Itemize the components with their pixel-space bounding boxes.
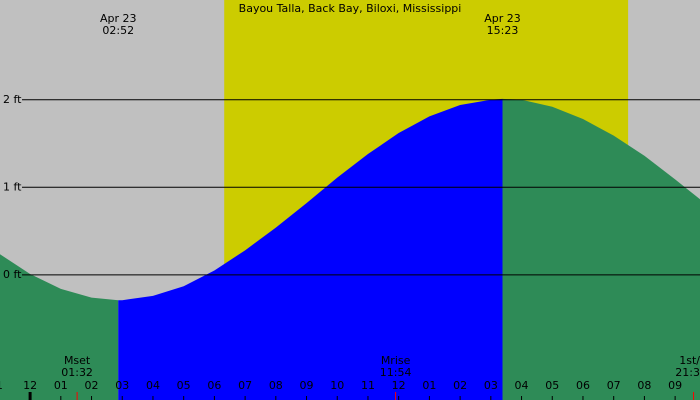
moon-event-time: 11:54: [380, 366, 412, 379]
moon-event-time: 01:32: [61, 366, 93, 379]
y-tick-label: 1 ft: [3, 180, 22, 193]
x-tick-label: 02: [85, 379, 99, 392]
x-tick-label: 12: [23, 379, 37, 392]
moon-event-label: Mrise: [381, 354, 411, 367]
moon-event-time: 21:3: [675, 366, 700, 379]
x-tick-label: 07: [238, 379, 252, 392]
tide-area: [118, 98, 503, 400]
x-tick-label: 06: [207, 379, 221, 392]
extreme-date: Apr 23: [484, 12, 521, 25]
x-tick-label: 09: [668, 379, 682, 392]
x-tick-label: 04: [146, 379, 160, 392]
x-tick-label: 12: [392, 379, 406, 392]
x-tick-label: 03: [115, 379, 129, 392]
x-tick-label: 02: [453, 379, 467, 392]
x-tick-label: 11: [361, 379, 375, 392]
x-tick-label: 04: [515, 379, 529, 392]
extreme-date: Apr 23: [100, 12, 137, 25]
extreme-time: 02:52: [102, 24, 134, 37]
moon-event-label: Mset: [64, 354, 91, 367]
x-tick-label: 01: [422, 379, 436, 392]
x-tick-label: 05: [177, 379, 191, 392]
x-tick-label: 01: [54, 379, 68, 392]
moon-event-label: 1st/: [679, 354, 700, 367]
x-tick-label: 06: [576, 379, 590, 392]
extreme-time: 15:23: [487, 24, 519, 37]
x-tick-label: 07: [607, 379, 621, 392]
x-tick-label: 1: [0, 379, 3, 392]
y-tick-label: 2 ft: [3, 93, 22, 106]
x-tick-label: 09: [300, 379, 314, 392]
x-tick-label: 03: [484, 379, 498, 392]
x-tick-label: 08: [637, 379, 651, 392]
tide-area: [502, 98, 700, 400]
tide-area: [0, 254, 119, 400]
x-tick-label: 08: [269, 379, 283, 392]
x-tick-label: 05: [545, 379, 559, 392]
x-tick-label: 10: [330, 379, 344, 392]
y-tick-label: 0 ft: [3, 268, 22, 281]
chart-title: Bayou Talla, Back Bay, Biloxi, Mississip…: [239, 2, 462, 15]
